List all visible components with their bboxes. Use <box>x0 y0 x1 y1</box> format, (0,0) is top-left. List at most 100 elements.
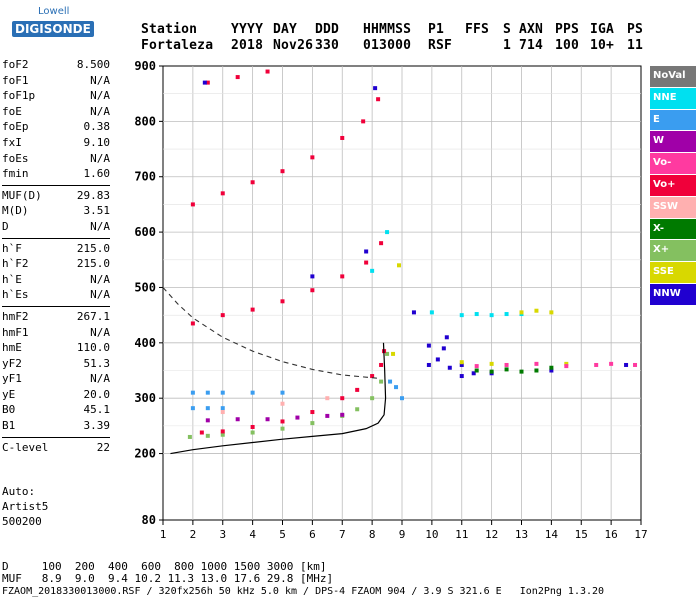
param-name: B1 <box>2 419 16 433</box>
param-name: foF2 <box>2 58 29 71</box>
footer-muf-row: MUF 8.9 9.0 9.4 10.2 11.3 13.0 17.6 29.8… <box>2 572 334 585</box>
footer-d-row: D 100 200 400 600 800 1000 1500 3000 [km… <box>2 560 327 573</box>
echo-point <box>205 406 210 411</box>
echo-point <box>426 362 431 367</box>
echo-point <box>379 362 384 367</box>
x-tick-label: 11 <box>455 528 468 541</box>
echo-point <box>205 390 210 395</box>
header-label-2: DAY <box>273 22 298 37</box>
echo-point <box>220 313 225 318</box>
echo-point <box>519 310 524 315</box>
echo-point <box>310 288 315 293</box>
y-tick-label: 200 <box>134 447 156 461</box>
echo-point <box>397 263 402 268</box>
header-value-11: 11 <box>627 38 644 53</box>
param-name: fmin <box>2 167 29 181</box>
param-value: 9.10 <box>83 135 111 149</box>
echo-point <box>235 75 240 80</box>
header-value-9: 100 <box>555 38 580 53</box>
echo-point <box>265 69 270 74</box>
digisonde-logo: Lowell DIGISONDE <box>0 0 94 50</box>
param-value: 22 <box>96 440 110 454</box>
param-row: C-level 22 <box>2 441 110 457</box>
echo-point <box>400 396 404 401</box>
param-value: 215.0 <box>76 241 110 255</box>
x-tick-label: 14 <box>545 528 559 541</box>
legend-item-nnw: NNW <box>650 283 696 306</box>
param-value: 45.1 <box>83 403 111 417</box>
param-row: foF1 N/A <box>2 74 110 90</box>
param-name: B0 <box>2 403 16 417</box>
y-tick-label: 400 <box>134 336 156 350</box>
param-row: foF1p N/A <box>2 89 110 105</box>
echo-point <box>489 369 494 374</box>
echo-point <box>474 364 479 369</box>
legend-item-e: E <box>650 109 696 132</box>
echo-point <box>411 310 416 315</box>
echo-point <box>534 308 539 313</box>
param-row: D N/A <box>2 220 110 236</box>
echo-point <box>364 260 369 265</box>
param-value: 3.51 <box>83 204 111 218</box>
x-tick-label: 1 <box>160 528 167 541</box>
echo-point <box>190 390 195 395</box>
legend-item-nne: NNE <box>650 87 696 110</box>
echo-point <box>459 374 464 379</box>
param-name: M(D) <box>2 204 29 218</box>
param-row: yF2 51.3 <box>2 357 110 373</box>
echo-point <box>459 362 464 367</box>
param-row: hmF1 N/A <box>2 326 110 342</box>
header-value-10: 10+ <box>590 38 615 53</box>
param-name: foF1p <box>2 89 36 103</box>
legend-item-vo-: Vo- <box>650 153 696 175</box>
x-tick-label: 15 <box>575 528 588 541</box>
legend-item-ssw: SSW <box>650 196 696 219</box>
x-tick-label: 10 <box>425 528 438 541</box>
echo-point <box>250 307 255 312</box>
param-value: 29.83 <box>76 188 110 202</box>
x-tick-label: 13 <box>515 528 528 541</box>
echo-point <box>549 365 554 370</box>
echo-point <box>220 390 225 395</box>
header-label-4: HHMMSS <box>363 22 412 37</box>
param-row: hmE 110.0 <box>2 341 110 357</box>
header-values-row: Fortaleza 2018 Nov26 330 013000 RSF 1 714 100 10+… <box>141 38 644 54</box>
param-row: foF2 8.500 <box>2 58 110 74</box>
param-name: h`F <box>2 241 22 255</box>
header-label-7: S <box>503 22 512 37</box>
echo-point <box>388 379 393 384</box>
echo-point <box>474 312 479 317</box>
y-tick-label: 700 <box>134 170 156 184</box>
param-name: h`F2 <box>2 257 29 271</box>
x-tick-label: 16 <box>605 528 618 541</box>
echo-point <box>441 346 446 351</box>
param-name: D <box>2 219 9 233</box>
echo-point <box>385 351 390 356</box>
echo-point <box>376 97 381 102</box>
echo-point <box>199 430 204 435</box>
echo-point <box>534 361 539 366</box>
polarization-legend: NoVal NNE E W Vo- Vo+ SSW X- X+ SSE NNW <box>650 66 696 306</box>
header-label-5: P1 <box>428 22 445 37</box>
echo-point <box>355 407 360 412</box>
echo-point <box>444 335 449 340</box>
model-trace-dashed <box>162 287 379 379</box>
echo-point <box>187 434 192 439</box>
param-value: 51.3 <box>83 356 111 370</box>
param-divider <box>2 305 110 307</box>
artist-version: Artist5 <box>2 500 49 513</box>
artist-code: 500200 <box>2 515 42 528</box>
param-name: h`Es <box>2 288 29 302</box>
echo-point <box>370 374 375 379</box>
footer-info-row: FZAOM_2018330013000.RSF / 320fx256h 50 k… <box>2 586 605 597</box>
param-row: hmF2 267.1 <box>2 310 110 326</box>
echo-point <box>459 360 464 365</box>
echo-point <box>340 274 345 279</box>
echo-point <box>205 433 210 438</box>
param-value: 8.500 <box>76 58 110 71</box>
param-row: MUF(D) 29.83 <box>2 189 110 205</box>
param-value: N/A <box>90 151 110 165</box>
auto-label: Auto: <box>2 485 36 498</box>
echo-point <box>534 368 539 373</box>
echo-point <box>205 80 210 85</box>
